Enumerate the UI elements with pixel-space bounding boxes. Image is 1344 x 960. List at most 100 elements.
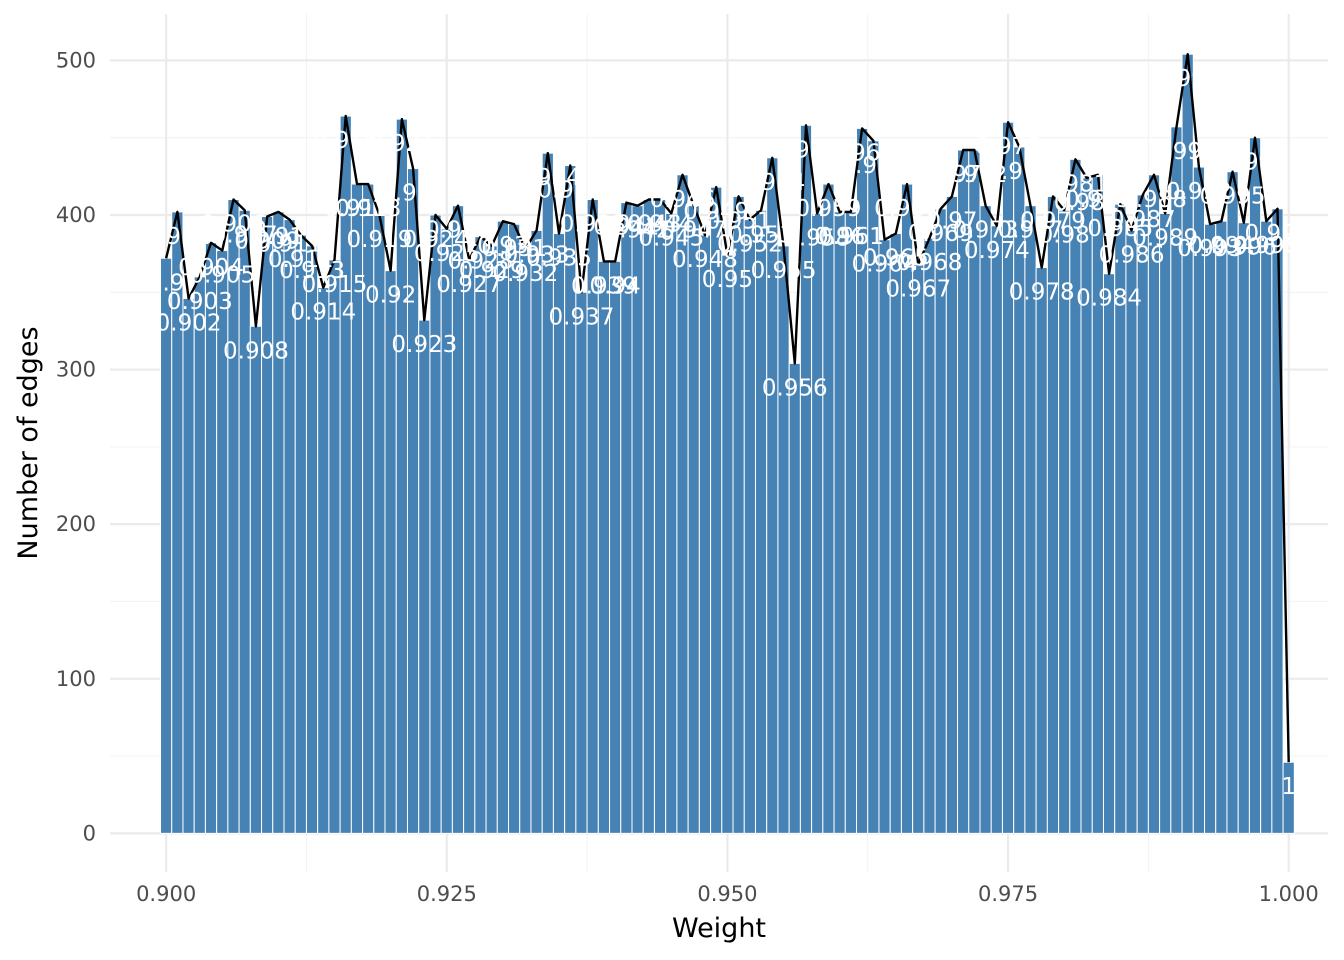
bar (979, 205, 992, 834)
bar-label: 0.903 (167, 289, 233, 315)
y-tick-label: 100 (56, 667, 96, 691)
bar-label: 0.996 (1211, 235, 1277, 261)
bar (485, 245, 498, 834)
bar (496, 220, 510, 834)
bar (1215, 220, 1228, 834)
bar (418, 319, 431, 834)
bar-label: 0.917 (324, 196, 390, 222)
bar-label: 0.975 (975, 134, 1041, 160)
bar-label: 0.902 (156, 310, 222, 336)
bar (912, 263, 925, 834)
bar (1282, 761, 1295, 834)
bar-label: 0.972 (941, 162, 1007, 188)
bar-label: 0.998 (1233, 233, 1299, 259)
y-axis-ticks: 0 100 200 300 400 500 (56, 48, 96, 845)
bar (339, 115, 352, 834)
bar-label: 0.959 (796, 196, 862, 222)
bar (833, 211, 846, 834)
bar (665, 212, 678, 834)
bar (474, 236, 487, 834)
bar-label: 0.955 (751, 258, 817, 284)
bar (822, 183, 835, 834)
bar-label: 0.938 (560, 212, 626, 238)
bar-label: 0.958 (784, 225, 850, 251)
bar-label: 0.949 (683, 199, 749, 225)
bar-label: 0.915 (302, 272, 368, 298)
bar-value-labels: 0.90.9010.9020.9030.9040.9050.9060.9070.… (144, 66, 1310, 800)
bar-label: 0.973 (953, 218, 1019, 244)
bar-label: 0.905 (189, 263, 255, 289)
bar-label: 0.94 (590, 273, 641, 299)
bar-label: 0.904 (178, 255, 244, 281)
bar-label: 0.95 (702, 267, 753, 293)
bar (317, 287, 330, 834)
bar (990, 225, 1003, 834)
bar-label: 0.991 (1155, 66, 1221, 92)
bar-label: 0.96 (814, 224, 865, 250)
bar-label: 0.948 (672, 247, 738, 273)
bar-label: 0.945 (638, 225, 704, 251)
bar-label: 0.988 (1121, 187, 1187, 213)
bar-label: 0.927 (436, 272, 502, 298)
bar-label: 0.932 (492, 261, 558, 287)
bar-label: 0.964 (852, 252, 918, 278)
bar-label: 0.957 (773, 137, 839, 163)
bar (328, 259, 341, 834)
bar-label: 0.926 (425, 218, 491, 244)
bar-label: 0.916 (313, 128, 379, 154)
bar-label: 0.921 (369, 131, 435, 157)
series-line (164, 53, 1290, 763)
y-tick-label: 500 (56, 48, 96, 72)
bar (788, 362, 801, 834)
bar-label: 0.98 (1039, 222, 1090, 248)
bar-label: 0.907 (212, 222, 278, 248)
bar (1102, 273, 1116, 834)
bar-label: 0.906 (201, 212, 267, 238)
bar-label: 0.924 (403, 227, 469, 253)
bar-label: 0.935 (526, 246, 592, 272)
bar-label: 0.99 (1151, 139, 1202, 165)
bar (530, 229, 543, 834)
bar-label: 0.962 (829, 140, 895, 166)
bar (1091, 174, 1104, 834)
bar (1069, 158, 1082, 834)
bar-label: 0.969 (908, 221, 974, 247)
bar-label: 0.993 (1177, 236, 1243, 262)
bar-label: 0.951 (706, 208, 772, 234)
bar-label: 0.936 (537, 178, 603, 204)
bar (160, 257, 173, 834)
bar-label: 0.914 (290, 300, 356, 326)
bar-label: 0.982 (1054, 190, 1120, 216)
bar-label: 0.954 (739, 170, 805, 196)
bar-label: 0.922 (380, 181, 446, 207)
bar-label: 0.91 (253, 224, 304, 250)
bar-label: 0.978 (1009, 280, 1075, 306)
bar-label: 0.9 (148, 270, 185, 296)
bar-label: 0.963 (840, 153, 906, 179)
bar (429, 214, 442, 834)
bar (642, 199, 655, 834)
bar (597, 260, 611, 834)
bar (193, 276, 206, 834)
bar-label: 0.981 (1042, 171, 1108, 197)
bar-label: 0.941 (593, 215, 659, 241)
bar (1147, 174, 1161, 834)
bar-label: 0.968 (897, 250, 963, 276)
bar (261, 216, 274, 834)
bar-label: 0.939 (571, 273, 637, 299)
bar (878, 239, 891, 834)
bar-label: 0.989 (1132, 225, 1198, 251)
y-axis-title: Number of edges (13, 326, 44, 559)
bar-label: 0.976 (986, 159, 1052, 185)
y-tick-label: 0 (83, 821, 96, 845)
bar-label: 0.983 (1065, 187, 1131, 213)
bar (1125, 229, 1138, 834)
bar (743, 219, 756, 834)
y-tick-label: 300 (56, 358, 96, 382)
bar-label: 0.997 (1222, 150, 1288, 176)
y-tick-label: 400 (56, 203, 96, 227)
bar (687, 205, 700, 834)
bar (1260, 220, 1273, 834)
bar (463, 259, 476, 834)
